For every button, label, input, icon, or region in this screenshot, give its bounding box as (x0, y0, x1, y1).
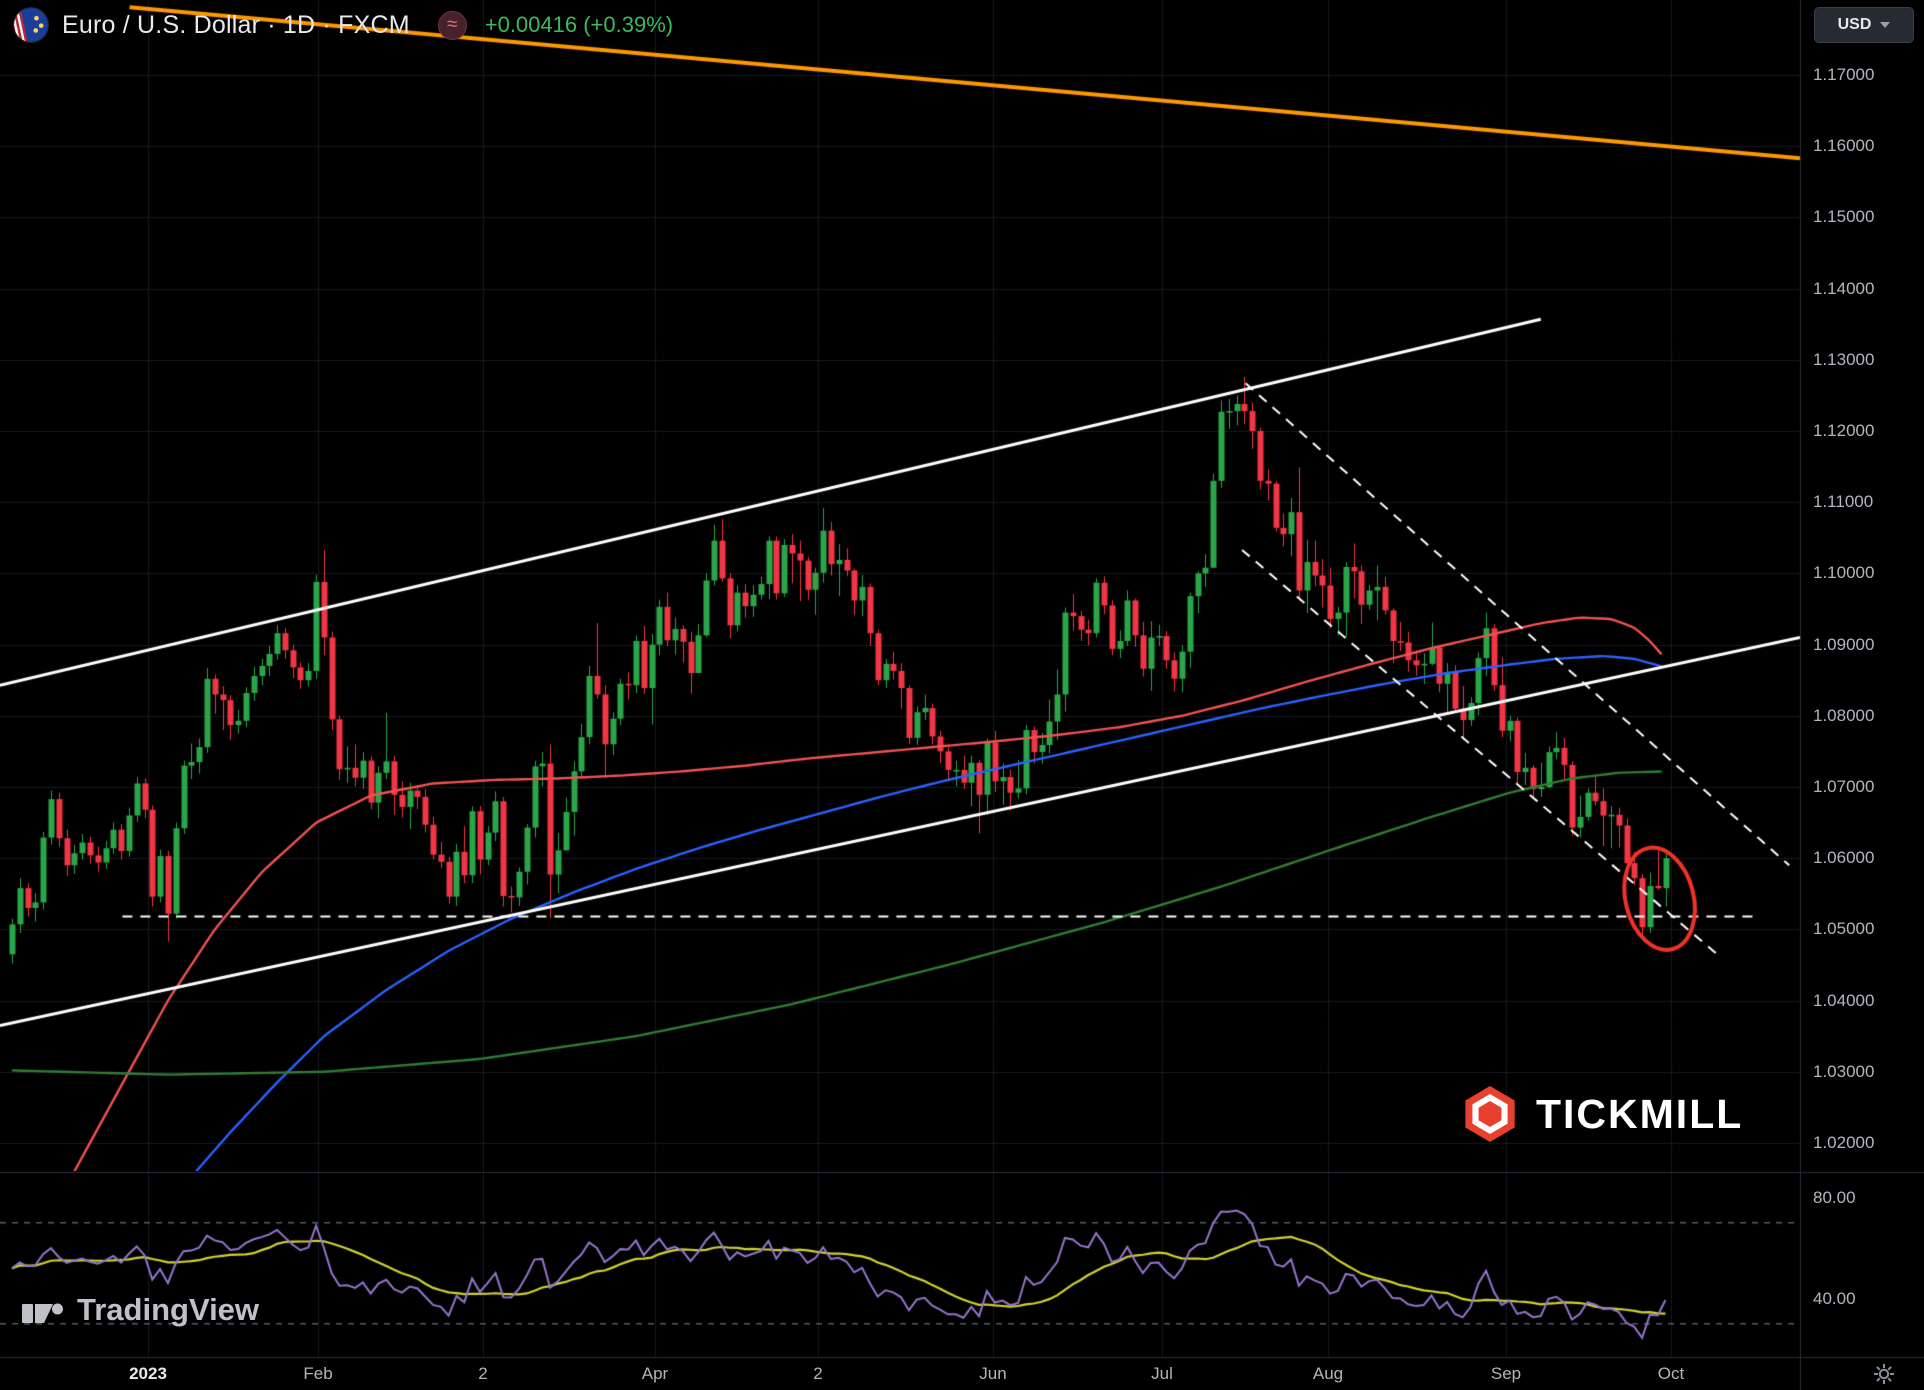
tickmill-watermark: TICKMILL (1462, 1086, 1743, 1142)
time-axis-label: 2023 (129, 1364, 167, 1383)
time-axis-label: Feb (303, 1364, 333, 1383)
price-axis-label: 1.11000 (1813, 492, 1874, 512)
price-axis-label: 1.03000 (1813, 1061, 1875, 1081)
price-axis-label: 1.13000 (1813, 349, 1875, 369)
time-axis-label: Aug (1312, 1364, 1344, 1383)
chart-legend: Euro / U.S. Dollar · 1D · FXCM ≈ +0.0041… (14, 8, 673, 42)
time-axis[interactable]: 2023 Feb 2 Apr 2 Jun Jul Aug Sep Oct (0, 1358, 1924, 1390)
time-axis-label: 2 (478, 1364, 488, 1383)
time-axis-label: Apr (641, 1364, 669, 1383)
chevron-down-icon (1880, 22, 1891, 28)
time-axis-label: 2 (813, 1364, 823, 1383)
currency-label: USD (1837, 16, 1872, 33)
price-axis-label: 1.02000 (1813, 1133, 1875, 1152)
symbol-title[interactable]: Euro / U.S. Dollar · 1D · FXCM (62, 10, 410, 39)
price-axis-label: 1.04000 (1813, 990, 1875, 1010)
price-axis-label: 1.16000 (1813, 136, 1875, 156)
time-axis-label: Jul (1151, 1364, 1173, 1383)
price-axis-label: 1.06000 (1813, 848, 1875, 868)
price-axis-label: 1.07000 (1813, 777, 1875, 796)
price-scale-currency-button[interactable]: USD (1814, 7, 1914, 43)
time-axis-label: Oct (1657, 1364, 1685, 1383)
price-axis-label: 1.05000 (1813, 919, 1875, 939)
time-axis-label: Sep (1490, 1364, 1522, 1383)
tradingview-watermark[interactable]: TradingView (22, 1292, 259, 1328)
price-axis-label: 1.09000 (1813, 634, 1875, 654)
gear-icon (1874, 1364, 1894, 1384)
eurusd-pair-icon (14, 8, 48, 42)
price-axis-label: 1.10000 (1813, 563, 1875, 583)
approx-icon: ≈ (447, 14, 458, 35)
price-axis-label: 1.08000 (1813, 705, 1875, 725)
rsi-axis-label: 80.00 (1813, 1187, 1856, 1207)
price-axis-label: 1.17000 (1813, 65, 1875, 84)
price-change: +0.00416 (+0.39%) (484, 12, 674, 37)
price-axis[interactable]: 1.17000 1.16000 1.15000 1.14000 1.13000 1.120… (1800, 0, 1924, 1390)
tradingview-logo-text: TradingView (77, 1292, 260, 1327)
price-axis-label: 1.14000 (1813, 278, 1875, 298)
delayed-data-badge: ≈ (437, 10, 467, 40)
price-axis-label: 1.12000 (1813, 421, 1875, 440)
tickmill-logo-text: TICKMILL (1536, 1090, 1744, 1137)
tickmill-logo-icon (1465, 1086, 1515, 1142)
time-axis-label: Jun (979, 1364, 1007, 1383)
rsi-axis-label: 40.00 (1813, 1288, 1856, 1308)
price-axis-label: 1.15000 (1813, 207, 1875, 227)
timezone-settings-button[interactable] (1872, 1362, 1896, 1390)
tradingview-logo-icon (22, 1303, 63, 1323)
